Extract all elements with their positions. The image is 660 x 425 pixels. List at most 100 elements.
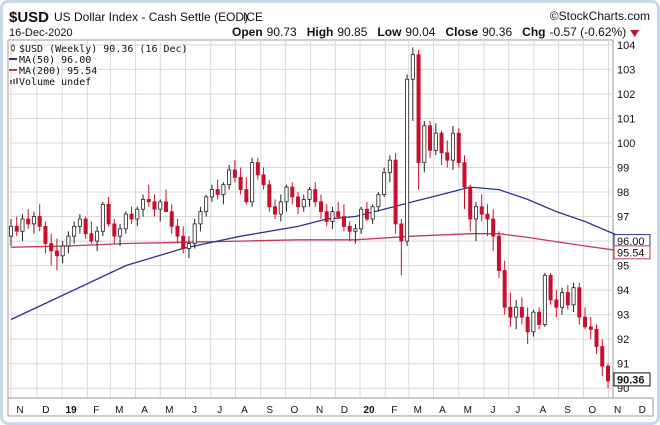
legend-entry: $USD (Weekly) 90.36 (16 Dec) <box>19 44 188 55</box>
ohlc-label-open: Open <box>232 25 263 39</box>
candle <box>198 206 203 232</box>
candle-body <box>135 208 140 220</box>
ohlc-value-high: 90.85 <box>337 25 367 39</box>
candle-body <box>410 54 415 80</box>
x-tick-label: S <box>266 405 273 416</box>
candle-body <box>83 218 88 235</box>
candle <box>72 221 77 244</box>
candle <box>451 125 456 170</box>
candle-body <box>370 206 375 220</box>
candles-layer <box>8 47 611 389</box>
y-axis: 90919293949596979899100101102103104 <box>617 40 635 395</box>
candle <box>548 272 553 305</box>
candle <box>123 211 128 234</box>
candle-body <box>531 311 536 333</box>
x-tick-label: D <box>639 405 646 416</box>
candle <box>169 204 174 234</box>
candle <box>364 201 369 222</box>
candle <box>255 157 260 180</box>
candle-body <box>307 189 312 200</box>
candle <box>163 189 168 213</box>
x-tick-label: A <box>141 405 148 416</box>
candle <box>554 290 559 318</box>
ohlc-label-high: High <box>307 25 334 39</box>
candle <box>565 285 570 310</box>
y-tick-label: 103 <box>617 64 635 76</box>
candle <box>181 226 186 254</box>
stockcharts-logo[interactable]: ©StockCharts.com <box>550 9 650 23</box>
candle-body <box>89 233 94 242</box>
candle-body <box>118 228 123 237</box>
candle-body <box>519 306 524 318</box>
candle <box>100 201 105 237</box>
candle <box>468 184 473 232</box>
candle-body <box>485 213 490 220</box>
candle <box>158 199 163 222</box>
candle-body <box>606 365 611 382</box>
candle <box>26 209 31 229</box>
candle <box>341 204 346 232</box>
x-tick-label: M <box>115 405 123 416</box>
candle <box>284 184 289 212</box>
candle-body <box>129 213 134 220</box>
candle-body <box>468 186 473 220</box>
candle-body <box>77 218 82 227</box>
x-axis: N D 19 F M A M J J A S O N D 20 F M A M J J A S O N D <box>16 405 645 416</box>
candle-body <box>313 189 318 203</box>
candle-body <box>588 326 593 330</box>
candle-body <box>43 225 48 244</box>
candle <box>399 219 404 276</box>
candle <box>433 123 438 156</box>
candle <box>370 204 375 224</box>
candle-body <box>422 125 427 164</box>
x-tick-label: A <box>439 405 446 416</box>
candle <box>152 194 157 217</box>
candle <box>393 152 398 234</box>
candle-body <box>278 201 283 215</box>
candle-body <box>571 287 576 306</box>
candle-body <box>261 174 266 186</box>
candle-body <box>72 225 77 237</box>
x-tick-label: F <box>391 405 397 416</box>
chart-date: 16-Dec-2020 <box>9 27 73 39</box>
candle-body <box>336 211 341 217</box>
candle <box>250 157 255 207</box>
candle <box>238 167 243 195</box>
candle <box>221 182 226 205</box>
candle <box>43 221 48 254</box>
candle <box>278 194 283 222</box>
candle-body <box>215 189 220 195</box>
candle-body <box>439 132 444 154</box>
candle <box>583 307 588 330</box>
last-value-label: 96.00 <box>617 236 645 248</box>
candle <box>146 184 151 207</box>
candle <box>473 201 478 242</box>
candle <box>135 206 140 227</box>
candle <box>83 216 88 239</box>
candle-body <box>393 159 398 225</box>
volume-legend-icon <box>16 78 18 84</box>
ma50-line <box>10 186 632 321</box>
candle <box>307 187 312 207</box>
candle-body <box>399 223 404 242</box>
candle-body <box>565 292 570 306</box>
candle-body <box>600 346 605 367</box>
candle <box>227 165 232 190</box>
candle <box>112 219 117 244</box>
candle-body <box>49 243 54 252</box>
candle-body <box>227 169 232 186</box>
x-tick-label: D <box>42 405 49 416</box>
candle-body <box>163 201 168 213</box>
candle-body <box>198 211 203 225</box>
candle <box>560 287 565 315</box>
candle <box>37 204 42 232</box>
y-tick-label: 101 <box>617 113 635 125</box>
candle-body <box>324 211 329 222</box>
candle <box>106 196 111 227</box>
ohlc-readout: Open 90.73 High 90.85 Low 90.04 Close 90.36 Chg -… <box>232 25 640 39</box>
legend-entry: Volume undef <box>19 77 91 88</box>
legend-entry: MA(50) 96.00 <box>19 55 91 66</box>
candle-body <box>560 292 565 308</box>
candle-body <box>209 189 214 198</box>
